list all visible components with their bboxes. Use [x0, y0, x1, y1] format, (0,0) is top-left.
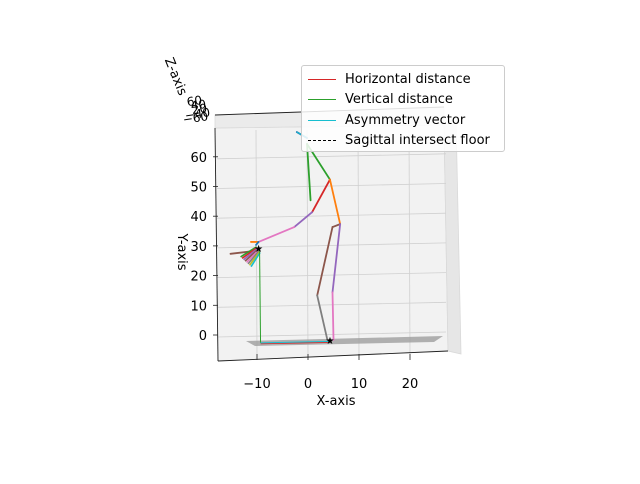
skeleton-segment	[329, 178, 342, 226]
y-tick-label: 20	[190, 270, 207, 285]
skeleton-segment	[311, 178, 331, 214]
z-tick-label: 40	[190, 97, 207, 113]
skeleton-segment	[331, 223, 342, 294]
legend-swatch	[308, 140, 336, 142]
skeleton-segment	[316, 226, 334, 297]
skeleton-segment	[257, 226, 296, 243]
x-tick-label: −10	[243, 377, 270, 392]
x-axis-line	[217, 350, 449, 362]
hand-segment	[241, 247, 258, 259]
vertical-distance-line	[259, 247, 262, 343]
y-tick-label: 30	[190, 240, 207, 255]
x-gridline	[357, 129, 360, 359]
x-axis-label: X-axis	[317, 394, 356, 409]
hand-segment	[245, 249, 260, 264]
z-tick-label: −40	[184, 105, 211, 122]
y-gridline	[216, 212, 447, 219]
z-tick-label: 20	[191, 101, 208, 117]
asymmetry-vector-line	[260, 340, 330, 344]
hand-segment	[250, 252, 261, 268]
legend-swatch	[308, 78, 336, 80]
markers: ★★	[254, 244, 334, 347]
skeleton-segment	[331, 223, 342, 228]
x-tick-label: 20	[402, 377, 419, 392]
hand-marker: ★	[254, 244, 263, 255]
skeleton-segment	[293, 211, 314, 228]
legend-entry-vertical: Vertical distance	[308, 90, 498, 111]
y-axis-line	[214, 127, 219, 362]
y-tick-label: 0	[199, 329, 207, 344]
y-axis-label: Y-axis	[174, 232, 189, 270]
x-tick-labels: −10 0 10 20	[243, 354, 418, 392]
z-tick-label: −60	[182, 109, 209, 126]
y-tick-labels: 0 10 20 30 40 50 60	[190, 151, 218, 344]
legend-entry-horizontal: Horizontal distance	[308, 69, 498, 90]
hand-segment	[247, 250, 260, 265]
hand-segment	[244, 248, 259, 262]
z-tick-label: 60	[186, 93, 203, 109]
y-tick-label: 10	[190, 299, 207, 314]
legend-label: Horizontal distance	[345, 71, 471, 87]
legend-label: Asymmetry vector	[345, 112, 466, 128]
x-tick-label: 0	[304, 377, 312, 392]
analysis-lines	[259, 131, 330, 345]
hand-segment	[243, 247, 259, 261]
legend-entry-sagittal: Sagittal intersect floor	[308, 131, 498, 152]
y-gridline	[216, 301, 447, 308]
back-pane	[214, 124, 449, 362]
skeleton-segment	[255, 241, 260, 246]
x-gridline	[306, 129, 309, 359]
y-tick-label: 60	[190, 151, 207, 166]
gridlines	[216, 129, 447, 359]
skeleton-segment	[316, 294, 329, 341]
z-axis-label: Z-axis	[161, 56, 190, 98]
y-gridline	[216, 272, 447, 278]
y-tick-label: 50	[190, 181, 207, 196]
y-tick-label: 40	[190, 210, 207, 225]
legend-label: Sagittal intersect floor	[345, 133, 490, 149]
horizontal-distance-line	[260, 342, 330, 345]
y-gridline	[216, 153, 447, 160]
floor-marker: ★	[325, 336, 334, 347]
legend-swatch	[308, 119, 336, 121]
hand-segment	[240, 246, 257, 258]
legend-label: Vertical distance	[345, 92, 453, 108]
legend-swatch	[308, 99, 336, 101]
hand-segment	[248, 251, 261, 266]
legend-entry-asymmetry: Asymmetry vector	[308, 110, 498, 131]
skeleton-segment	[306, 143, 312, 202]
legend: Horizontal distance Vertical distance As…	[301, 65, 505, 152]
y-gridline	[216, 331, 447, 338]
skeleton-segment	[331, 291, 335, 341]
x-tick-label: 10	[351, 377, 368, 392]
